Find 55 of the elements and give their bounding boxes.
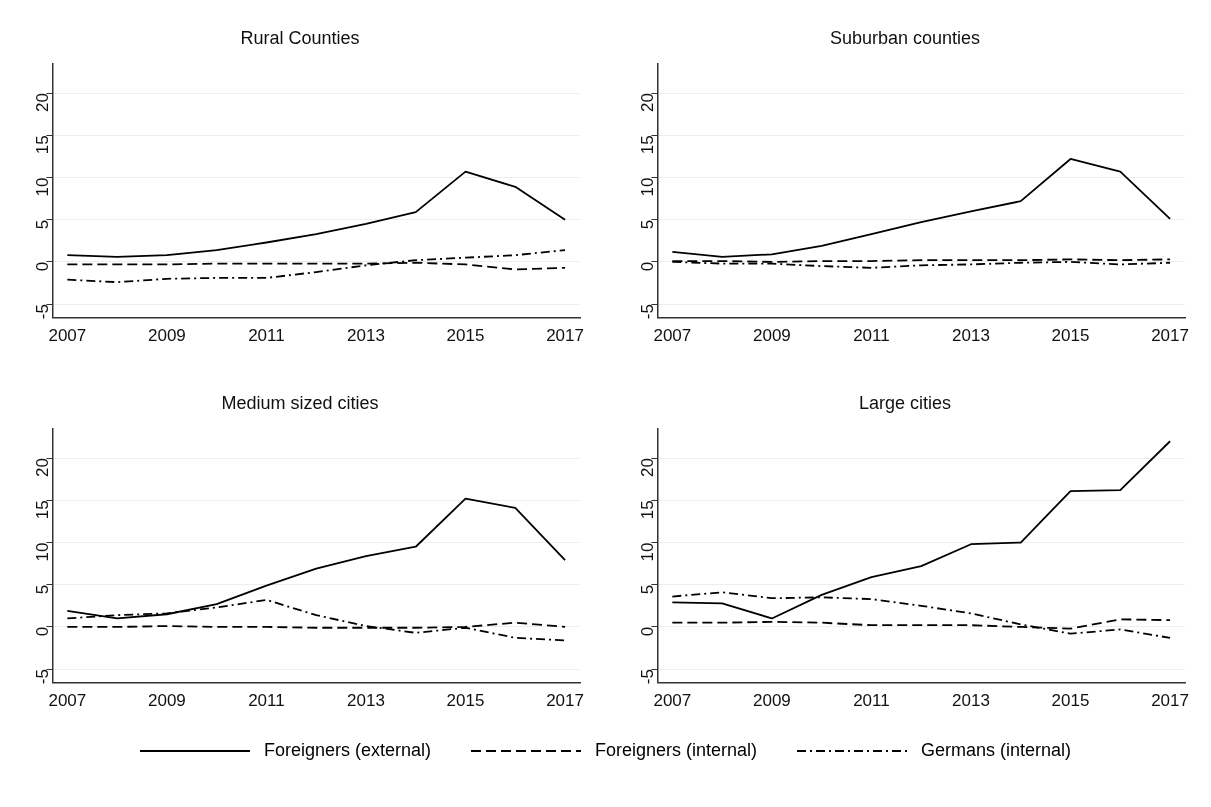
x-tick-label: 2015 xyxy=(446,326,485,346)
x-tick-label: 2011 xyxy=(248,326,285,346)
y-tick-label: 0 xyxy=(638,261,658,272)
y-tick-label: -5 xyxy=(33,669,53,685)
y-tick-label: 10 xyxy=(638,177,658,197)
y-tick-label: 15 xyxy=(33,500,53,520)
x-tick-label: 2017 xyxy=(546,326,584,346)
x-tick-label: 2009 xyxy=(752,326,791,346)
y-tick-label: 10 xyxy=(33,177,53,197)
y-tick-label: 20 xyxy=(638,458,658,478)
legend-label: Foreigners (external) xyxy=(263,740,431,761)
x-tick-label: 2015 xyxy=(1051,691,1090,711)
x-tick-label: 2013 xyxy=(347,691,385,711)
x-tick-label: 2015 xyxy=(446,691,485,711)
x-tick-label: 2009 xyxy=(147,691,186,711)
x-tick-label: 2007 xyxy=(48,326,87,346)
x-tick-label: 2017 xyxy=(1151,326,1189,346)
y-tick-label: 5 xyxy=(33,584,53,595)
x-tick-label: 2013 xyxy=(952,691,990,711)
y-tick-label: 20 xyxy=(638,93,658,113)
x-tick-label: 2011 xyxy=(853,691,890,711)
y-tick-label: 10 xyxy=(638,542,658,562)
x-tick-label: 2007 xyxy=(653,326,692,346)
chart-title: Large cities xyxy=(858,392,952,413)
x-tick-label: 2011 xyxy=(853,326,890,346)
y-tick-label: 5 xyxy=(638,219,658,230)
y-tick-label: 0 xyxy=(33,626,53,637)
x-tick-label: 2007 xyxy=(48,691,87,711)
x-tick-label: 2015 xyxy=(1051,326,1090,346)
x-tick-label: 2011 xyxy=(248,691,285,711)
y-tick-label: 0 xyxy=(638,626,658,637)
chart-title: Suburban counties xyxy=(829,27,981,48)
chart-title: Rural Counties xyxy=(240,27,360,48)
y-tick-label: 20 xyxy=(33,458,53,478)
x-tick-label: 2013 xyxy=(952,326,990,346)
y-tick-label: 0 xyxy=(33,261,53,272)
y-tick-label: -5 xyxy=(638,304,658,320)
y-tick-label: 10 xyxy=(33,542,53,562)
y-tick-label: 5 xyxy=(33,219,53,230)
x-tick-label: 2013 xyxy=(347,326,385,346)
chart-title: Medium sized cities xyxy=(221,392,379,413)
y-tick-label: 20 xyxy=(33,93,53,113)
x-tick-label: 2009 xyxy=(147,326,186,346)
y-tick-label: 15 xyxy=(33,135,53,155)
x-tick-label: 2007 xyxy=(653,691,692,711)
y-tick-label: -5 xyxy=(638,669,658,685)
x-tick-label: 2017 xyxy=(546,691,584,711)
legend-label: Foreigners (internal) xyxy=(594,740,758,761)
x-tick-label: 2017 xyxy=(1151,691,1189,711)
y-tick-label: 15 xyxy=(638,500,658,520)
legend-label: Germans (internal) xyxy=(921,740,1072,761)
y-tick-label: 5 xyxy=(638,584,658,595)
y-tick-label: 15 xyxy=(638,135,658,155)
x-tick-label: 2009 xyxy=(752,691,791,711)
y-tick-label: -5 xyxy=(33,304,53,320)
